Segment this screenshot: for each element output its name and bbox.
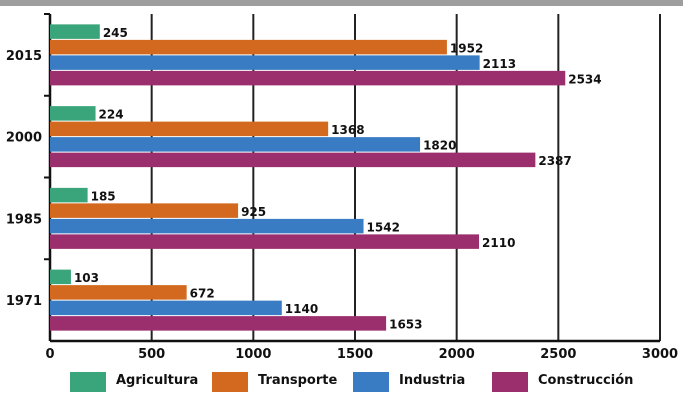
data-label-agricultura-2000: 224 <box>99 108 124 122</box>
data-label-construcción-1971: 1653 <box>389 318 422 332</box>
category-label-2000: 2000 <box>6 131 42 146</box>
bar-construcción-1985 <box>50 234 480 249</box>
data-label-industria-1971: 1140 <box>285 302 318 316</box>
data-label-industria-2000: 1820 <box>423 139 456 153</box>
bar-agricultura-2015 <box>50 24 100 39</box>
bar-industria-1985 <box>50 218 364 234</box>
legend-label-industria: Industria <box>399 373 466 388</box>
bar-industria-1971 <box>50 300 282 316</box>
data-label-agricultura-1971: 103 <box>74 271 99 285</box>
data-label-agricultura-2015: 245 <box>103 26 128 40</box>
x-tick-label-500: 500 <box>138 347 165 362</box>
x-tick-label-2500: 2500 <box>540 347 576 362</box>
bar-industria-2000 <box>50 137 421 152</box>
bar-agricultura-1971 <box>50 269 71 285</box>
data-label-transporte-1971: 672 <box>190 287 215 301</box>
legend: Agricultura Transporte Industria Constru… <box>0 370 683 397</box>
data-label-transporte-1985: 925 <box>241 205 266 219</box>
legend-label-transporte: Transporte <box>258 373 338 388</box>
category-label-2015: 2015 <box>6 49 42 64</box>
top-strip <box>0 0 683 6</box>
bar-agricultura-1985 <box>50 187 88 203</box>
legend-swatch-construccion <box>492 372 528 392</box>
data-label-agricultura-1985: 185 <box>91 189 116 203</box>
bar-transporte-1971 <box>50 285 187 300</box>
data-label-transporte-2000: 1368 <box>331 123 364 137</box>
bar-transporte-1985 <box>50 203 239 218</box>
legend-label-agricultura: Agricultura <box>116 373 199 388</box>
legend-swatch-agricultura <box>70 372 106 392</box>
x-tick-label-2000: 2000 <box>439 347 475 362</box>
data-label-transporte-2015: 1952 <box>450 41 483 55</box>
bar-agricultura-2000 <box>50 106 96 121</box>
data-label-industria-2015: 2113 <box>483 57 516 71</box>
legend-swatch-industria <box>353 372 389 392</box>
x-tick-label-0: 0 <box>45 347 54 362</box>
bar-industria-2015 <box>50 55 480 70</box>
data-label-construcción-2000: 2387 <box>538 154 571 168</box>
bar-construcción-2015 <box>50 70 566 86</box>
bar-transporte-2000 <box>50 121 329 137</box>
legend-label-construccion: Construcción <box>538 373 634 388</box>
data-label-industria-1985: 1542 <box>367 220 400 234</box>
category-label-1985: 1985 <box>6 212 42 227</box>
category-label-1971: 1971 <box>6 294 42 309</box>
bar-construcción-1971 <box>50 316 387 331</box>
x-tick-label-1000: 1000 <box>235 347 271 362</box>
data-label-construcción-1985: 2110 <box>482 236 515 250</box>
data-label-construcción-2015: 2534 <box>568 72 601 86</box>
legend-swatch-transporte <box>212 372 248 392</box>
x-tick-label-3000: 3000 <box>642 347 678 362</box>
bar-transporte-2015 <box>50 39 447 55</box>
bar-construcción-2000 <box>50 152 536 168</box>
x-tick-label-1500: 1500 <box>337 347 373 362</box>
